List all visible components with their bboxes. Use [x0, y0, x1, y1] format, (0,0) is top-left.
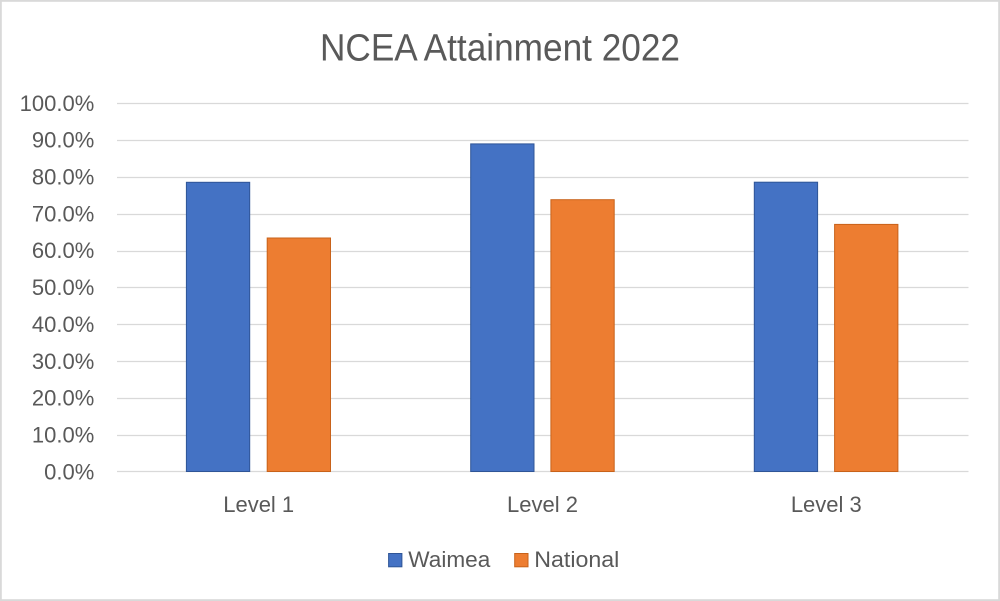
svg-text:30.0%: 30.0%: [32, 349, 94, 374]
svg-text:Level 1: Level 1: [223, 492, 294, 517]
svg-text:50.0%: 50.0%: [32, 275, 94, 300]
svg-text:0.0%: 0.0%: [44, 459, 94, 484]
svg-text:80.0%: 80.0%: [32, 165, 94, 190]
svg-text:10.0%: 10.0%: [32, 422, 94, 447]
svg-text:90.0%: 90.0%: [32, 128, 94, 153]
svg-text:Level 2: Level 2: [507, 492, 578, 517]
svg-text:Waimea: Waimea: [408, 547, 491, 572]
svg-text:National: National: [534, 547, 619, 572]
svg-text:100.0%: 100.0%: [20, 91, 95, 116]
svg-text:20.0%: 20.0%: [32, 386, 94, 411]
svg-text:Level 3: Level 3: [791, 492, 862, 517]
svg-text:70.0%: 70.0%: [32, 201, 94, 226]
svg-text:NCEA Attainment 2022: NCEA Attainment 2022: [320, 28, 680, 70]
svg-text:40.0%: 40.0%: [32, 312, 94, 337]
svg-text:60.0%: 60.0%: [32, 238, 94, 263]
